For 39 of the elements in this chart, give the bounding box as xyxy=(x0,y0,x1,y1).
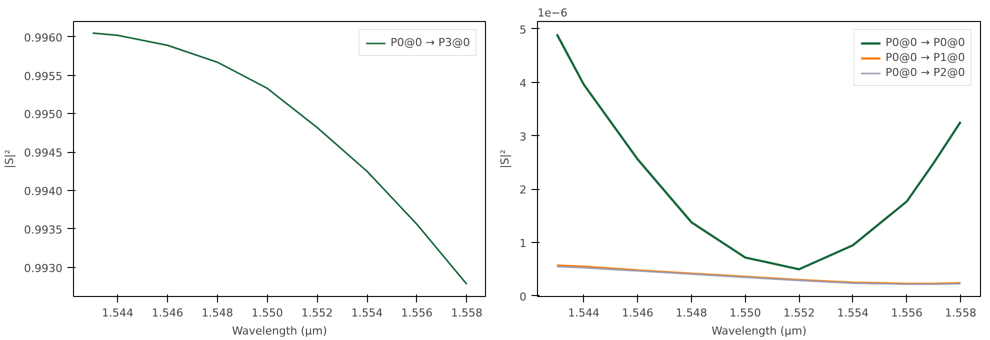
x-tick-label: 1.544 xyxy=(568,306,600,320)
y-axis-title: |S|² xyxy=(3,150,16,168)
x-axis-title: Wavelength (µm) xyxy=(232,324,328,338)
x-tick-label: 1.546 xyxy=(622,306,654,320)
x-tick-label: 1.558 xyxy=(451,306,483,320)
x-tick-label: 1.550 xyxy=(730,306,762,320)
legend-label: P0@0 → P1@0 xyxy=(886,51,965,64)
x-axis-title: Wavelength (µm) xyxy=(711,324,807,338)
legend-label: P0@0 → P2@0 xyxy=(886,66,965,79)
y-tick-label: 0 xyxy=(520,290,526,304)
y-tick-label: 3 xyxy=(520,130,526,144)
y-tick-label: 0.9940 xyxy=(24,184,63,198)
y-tick-label: 0.9935 xyxy=(24,223,63,236)
line-series xyxy=(92,32,468,286)
y-axis-title: |S|² xyxy=(498,150,512,168)
y-tick-label: 0.9945 xyxy=(24,146,63,160)
x-tick-label: 1.544 xyxy=(102,306,134,320)
x-tick-label: 1.556 xyxy=(891,306,923,320)
y-tick-label: 5 xyxy=(520,23,526,36)
legend-label: P0@0 → P3@0 xyxy=(390,36,470,49)
y-tick-label: 0.9950 xyxy=(24,108,63,122)
y-tick-label: 0.9955 xyxy=(24,70,63,83)
x-tick-label: 1.548 xyxy=(202,306,234,320)
x-tick-label: 1.546 xyxy=(152,306,184,320)
x-tick-label: 1.550 xyxy=(252,306,284,320)
x-tick-label: 1.548 xyxy=(676,306,708,320)
x-tick-label: 1.554 xyxy=(351,306,383,320)
x-tick-label: 1.552 xyxy=(301,306,333,320)
y-tick-label: 0.9930 xyxy=(24,262,63,275)
y-tick-label: 2 xyxy=(520,184,526,197)
x-tick-label: 1.554 xyxy=(837,306,869,320)
legend-label: P0@0 → P0@0 xyxy=(886,36,965,49)
x-tick-label: 1.556 xyxy=(401,306,433,320)
y-tick-label: 4 xyxy=(520,76,526,90)
x-tick-label: 1.552 xyxy=(783,306,815,320)
y-tick-label: 1 xyxy=(520,237,526,250)
y-tick-label: 0.9960 xyxy=(24,31,63,44)
x-tick-label: 1.558 xyxy=(944,306,976,320)
text: 1e−6 xyxy=(538,6,568,20)
